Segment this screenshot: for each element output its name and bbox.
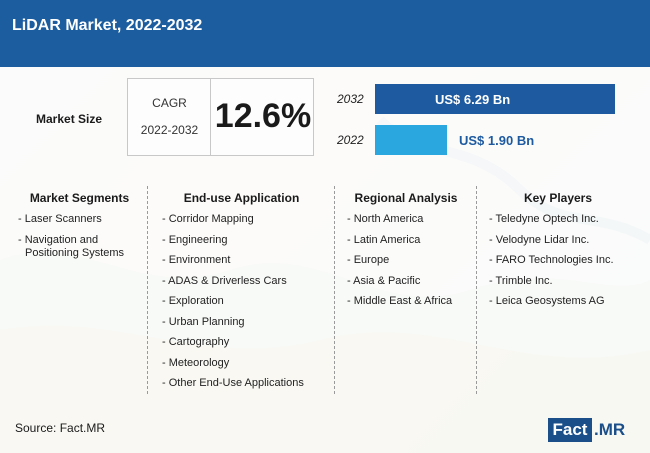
bar-value-label: US$ 1.90 Bn (459, 133, 535, 148)
list-item: - North America (347, 213, 424, 225)
list-item: - Latin America (347, 233, 421, 246)
column-divider (334, 186, 335, 394)
list-item: - Teledyne Optech Inc. (489, 213, 599, 225)
bar-category-label: 2032 (337, 92, 364, 106)
list-item: - Urban Planning (162, 315, 245, 328)
cagr-label: CAGR (152, 96, 187, 110)
cagr-period: 2022-2032 (140, 123, 199, 137)
list-item: - Laser Scanners (18, 213, 102, 225)
header-bar: LiDAR Market, 2022-2032 (0, 0, 650, 67)
bar-value-label: US$ 6.29 Bn (435, 92, 511, 107)
cagr-value: 12.6% (214, 97, 312, 135)
column-divider (147, 186, 148, 394)
cagr-label-box: CAGR 2022-2032 (127, 78, 210, 156)
logo-mr: .MR (594, 420, 626, 439)
column-title: Market Segments (29, 191, 130, 205)
list-item: - Other End-Use Applications (162, 377, 304, 389)
list-item: - Meteorology (162, 356, 230, 369)
list-item: - Cartography (162, 336, 230, 348)
list-item: - ADAS & Driverless Cars (162, 274, 287, 287)
list-item: - Trimble Inc. (489, 274, 553, 287)
bar-category-label: 2022 (337, 133, 364, 147)
factmr-logo: Fact .MR (548, 418, 638, 442)
list-item: - Engineering (162, 233, 228, 246)
content-backdrop (0, 67, 650, 453)
column-list: - North America - Latin America - Europe - … (347, 213, 452, 316)
list-item: - Environment (162, 254, 231, 266)
column-divider (476, 186, 477, 394)
bar-2032 (375, 84, 615, 114)
column-list: - Corridor Mapping - Engineering - Environ… (162, 213, 304, 398)
list-item: - Velodyne Lidar Inc. (489, 233, 590, 246)
cagr-value-box: 12.6% (210, 78, 314, 156)
list-item: - Leica Geosystems AG (489, 295, 605, 307)
list-item: - Europe (347, 254, 390, 266)
list-item: - FARO Technologies Inc. (489, 254, 614, 266)
logo-fact: Fact (548, 418, 592, 442)
source-note: Source: Fact.MR (15, 421, 106, 435)
list-item: - Middle East & Africa (347, 295, 453, 307)
market-size-label: Market Size (36, 112, 103, 126)
column-list: - Laser Scanners - Navigation and Position… (18, 213, 124, 267)
column-title: Regional Analysis (354, 191, 458, 205)
list-item: - Corridor Mapping (162, 213, 254, 225)
list-item: - Exploration (162, 295, 224, 307)
bar-2022 (375, 125, 447, 155)
column-title: Key Players (523, 191, 593, 205)
column-title: End-use Application (183, 191, 300, 205)
list-item: - Navigation and Positioning Systems (18, 233, 125, 259)
column-list: - Teledyne Optech Inc. - Velodyne Lidar I… (489, 213, 614, 316)
list-item: - Asia & Pacific (347, 274, 421, 287)
page-title: LiDAR Market, 2022-2032 (12, 17, 203, 34)
